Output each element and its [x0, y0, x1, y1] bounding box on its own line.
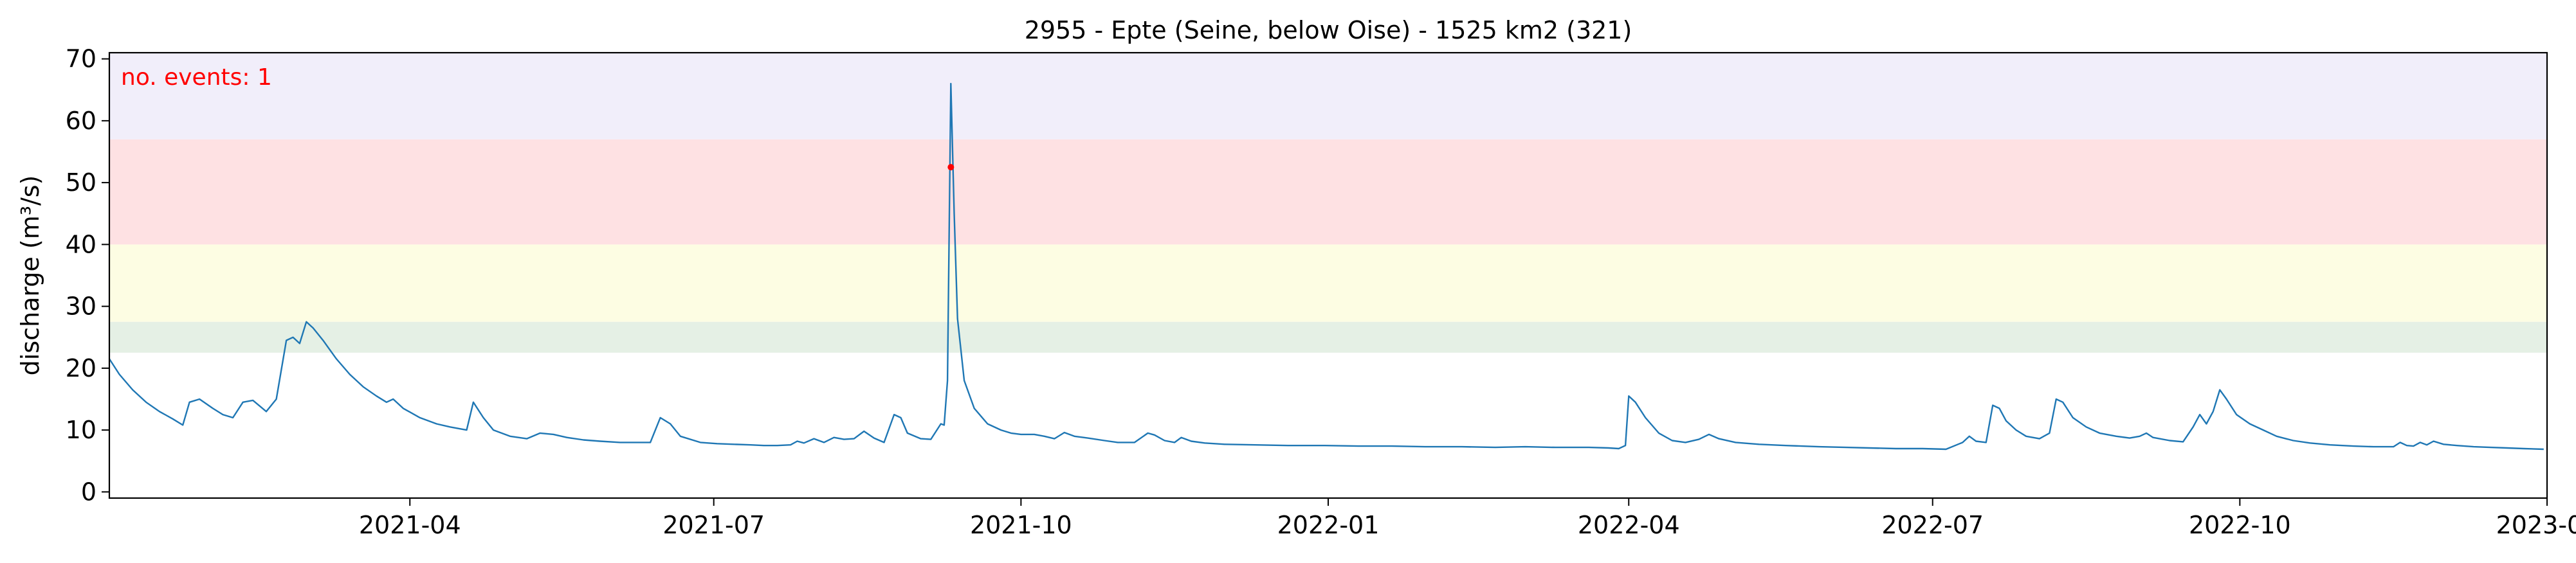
- y-tick-label-70: 70: [66, 45, 96, 73]
- x-tick-label-2023-01: 2023-01: [2496, 511, 2576, 539]
- y-tick-label-20: 20: [66, 354, 96, 382]
- y-tick-label-0: 0: [81, 478, 96, 506]
- y-tick-label-40: 40: [66, 230, 96, 258]
- threshold-band-2: [109, 139, 2547, 245]
- y-tick-label-50: 50: [66, 168, 96, 197]
- threshold-band-1: [109, 244, 2547, 322]
- x-tick-label-2021-07: 2021-07: [662, 511, 765, 539]
- chart-title: 2955 - Epte (Seine, below Oise) - 1525 k…: [1025, 16, 1632, 44]
- x-tick-label-2022-07: 2022-07: [1881, 511, 1984, 539]
- x-tick-label-2022-04: 2022-04: [1578, 511, 1680, 539]
- y-tick-label-30: 30: [66, 292, 96, 321]
- event-marker-0: [947, 164, 955, 171]
- y-tick-label-60: 60: [66, 107, 96, 135]
- y-axis-label: discharge (m³/s): [16, 175, 44, 376]
- events-count-annotation: no. events: 1: [121, 64, 272, 91]
- x-tick-label-2021-04: 2021-04: [359, 511, 461, 539]
- series-line-0: [108, 82, 2544, 451]
- x-tick-label-2022-01: 2022-01: [1277, 511, 1380, 539]
- threshold-band-0: [109, 321, 2547, 353]
- threshold-band-3: [109, 53, 2547, 139]
- x-tick-label-2022-10: 2022-10: [2189, 511, 2291, 539]
- y-tick-label-10: 10: [66, 416, 96, 444]
- x-tick-label-2021-10: 2021-10: [970, 511, 1072, 539]
